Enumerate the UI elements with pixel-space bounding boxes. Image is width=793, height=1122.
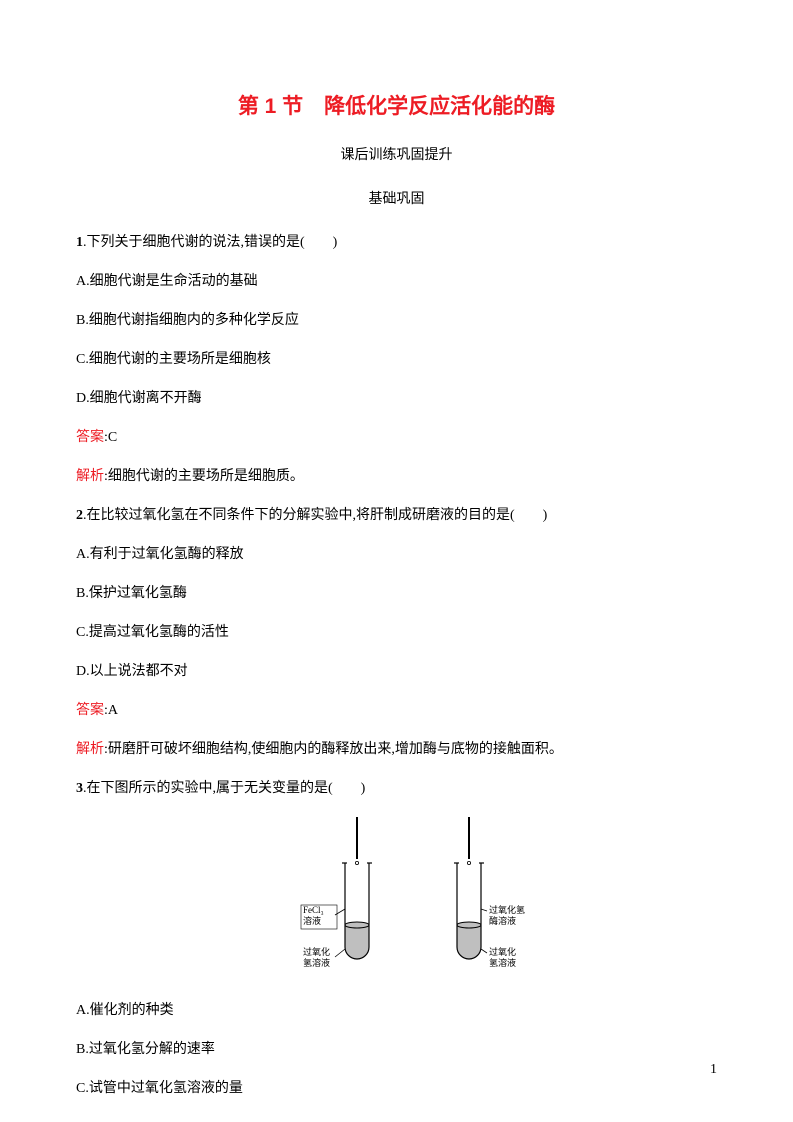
q1-opt-b: B.细胞代谢指细胞内的多种化学反应 [76,310,717,331]
q1-opt-c: C.细胞代谢的主要场所是细胞核 [76,349,717,370]
q2-opt-c: C.提高过氧化氢酶的活性 [76,622,717,643]
q2-stem-text: .在比较过氧化氢在不同条件下的分解实验中,将肝制成研磨液的目的是( ) [83,508,547,523]
q1-stem: 1.下列关于细胞代谢的说法,错误的是( ) [76,232,717,253]
svg-text:酶溶液: 酶溶液 [489,915,516,926]
q1-num: 1 [76,235,83,250]
svg-text:过氧化: 过氧化 [303,946,330,957]
q2-opt-d: D.以上说法都不对 [76,661,717,682]
q3-stem-text: .在下图所示的实验中,属于无关变量的是( ) [83,781,365,796]
page-number: 1 [710,1062,717,1078]
experiment-figure: FeCl₃溶液过氧化氢溶液过氧化氢酶溶液过氧化氢溶液 [76,817,717,982]
explain-label: 解析 [76,742,104,757]
q3-opt-b: B.过氧化氢分解的速率 [76,1039,717,1060]
q1-explain: 解析:细胞代谢的主要场所是细胞质。 [76,466,717,487]
q2-num: 2 [76,508,83,523]
q3-opt-a: A.催化剂的种类 [76,1000,717,1021]
q2-explain-text: :研磨肝可破坏细胞结构,使细胞内的酶释放出来,增加酶与底物的接触面积。 [104,742,563,757]
answer-label: 答案 [76,703,104,718]
q2-answer-value: :A [104,703,118,718]
section-label: 基础巩固 [76,188,717,208]
q2-answer: 答案:A [76,700,717,721]
svg-text:氢溶液: 氢溶液 [489,957,516,968]
svg-text:FeCl₃: FeCl₃ [303,905,324,915]
q2-opt-b: B.保护过氧化氢酶 [76,583,717,604]
q3-opt-c: C.试管中过氧化氢溶液的量 [76,1078,717,1099]
answer-label: 答案 [76,430,104,445]
q1-explain-text: :细胞代谢的主要场所是细胞质。 [104,469,304,484]
svg-text:过氧化氢: 过氧化氢 [489,904,525,915]
tubes-diagram: FeCl₃溶液过氧化氢溶液过氧化氢酶溶液过氧化氢溶液 [247,817,547,977]
svg-text:过氧化: 过氧化 [489,946,516,957]
svg-text:溶液: 溶液 [303,915,321,926]
page-title: 第 1 节 降低化学反应活化能的酶 [76,90,717,120]
q1-answer: 答案:C [76,427,717,448]
subtitle: 课后训练巩固提升 [76,144,717,164]
explain-label: 解析 [76,469,104,484]
q1-stem-text: .下列关于细胞代谢的说法,错误的是( ) [83,235,337,250]
q1-opt-d: D.细胞代谢离不开酶 [76,388,717,409]
svg-text:氢溶液: 氢溶液 [303,957,330,968]
q2-stem: 2.在比较过氧化氢在不同条件下的分解实验中,将肝制成研磨液的目的是( ) [76,505,717,526]
q3-stem: 3.在下图所示的实验中,属于无关变量的是( ) [76,778,717,799]
q3-num: 3 [76,781,83,796]
q2-opt-a: A.有利于过氧化氢酶的释放 [76,544,717,565]
q2-explain: 解析:研磨肝可破坏细胞结构,使细胞内的酶释放出来,增加酶与底物的接触面积。 [76,739,717,760]
q1-answer-value: :C [104,430,117,445]
q1-opt-a: A.细胞代谢是生命活动的基础 [76,271,717,292]
